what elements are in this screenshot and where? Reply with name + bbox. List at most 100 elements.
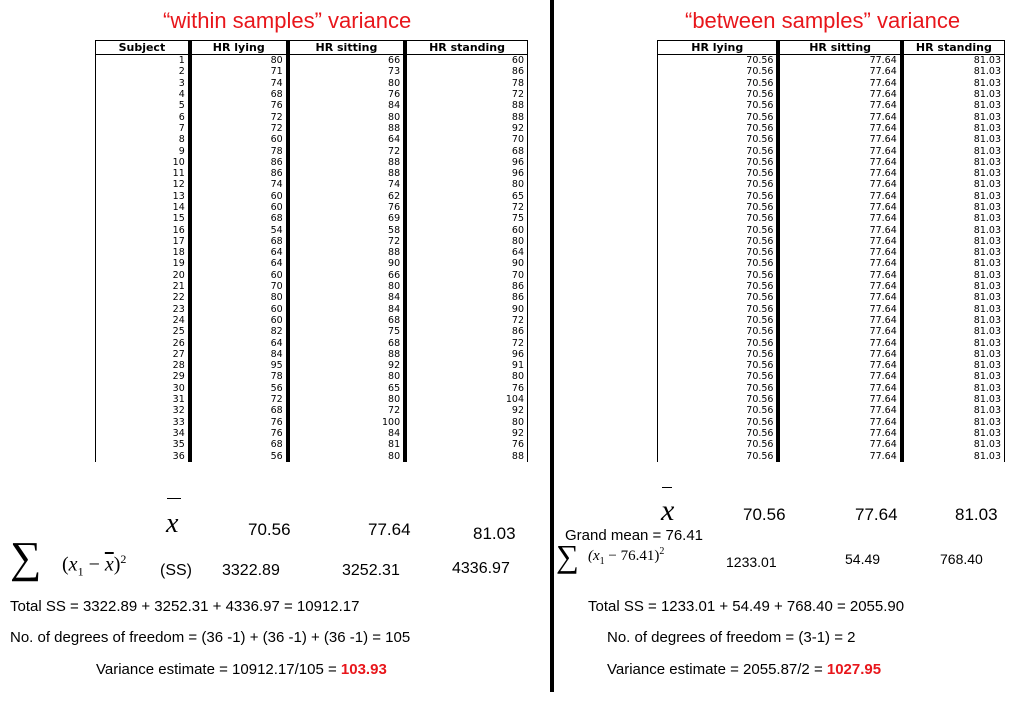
- cell-hr-standing: 72: [405, 88, 529, 101]
- cell-hr-sitting: 84: [287, 427, 408, 440]
- table-row: 70.56 77.64 81.03: [657, 88, 1005, 101]
- cell-hr-sitting: 72: [287, 405, 408, 417]
- cell-hr-lying: 71: [189, 66, 290, 78]
- table-row: 5 76 84 88: [94, 100, 529, 112]
- table-row: 70.56 77.64 81.03: [657, 167, 1005, 180]
- cell-hr-sitting: 77.64: [778, 382, 904, 394]
- cell-hr-lying: 72: [189, 393, 290, 406]
- between-samples-title: “between samples” variance: [685, 8, 961, 33]
- cell-subject: 14: [94, 201, 192, 214]
- within-data-table: Subject HR lying HR sitting HR standing …: [94, 40, 529, 462]
- table-row: 7 72 88 92: [94, 122, 529, 135]
- cell-hr-sitting: 88: [287, 156, 408, 168]
- cell-hr-standing: 70: [405, 134, 529, 146]
- cell-hr-sitting: 84: [287, 292, 408, 304]
- table-row: 70.56 77.64 81.03: [657, 235, 1005, 248]
- cell-hr-lying: 70.56: [657, 100, 781, 112]
- table-row: 6 72 80 88: [94, 111, 529, 123]
- table-row: 70.56 77.64 81.03: [657, 190, 1005, 202]
- cell-hr-standing: 81.03: [901, 54, 1005, 67]
- cell-hr-standing: 81.03: [901, 77, 1005, 89]
- cell-hr-standing: 70: [405, 269, 529, 281]
- table-row: 70.56 77.64 81.03: [657, 269, 1005, 281]
- table-row: 2 71 73 86: [94, 66, 529, 78]
- cell-hr-lying: 70.56: [657, 371, 781, 383]
- cell-hr-sitting: 77.64: [778, 66, 904, 78]
- cell-hr-sitting: 72: [287, 235, 408, 248]
- cell-hr-sitting: 77.64: [778, 213, 904, 225]
- cell-hr-sitting: 77.64: [778, 416, 904, 428]
- cell-hr-standing: 81.03: [901, 427, 1005, 440]
- cell-hr-standing: 81.03: [901, 179, 1005, 191]
- paren-close: ): [113, 553, 121, 576]
- cell-subject: 9: [94, 145, 192, 157]
- cell-hr-lying: 56: [189, 382, 290, 394]
- cell-subject: 25: [94, 326, 192, 338]
- cell-hr-standing: 86: [405, 292, 529, 304]
- cell-hr-standing: 72: [405, 337, 529, 349]
- between-ss-formula: (x1 − 76.41)2: [588, 546, 664, 567]
- cell-hr-standing: 92: [405, 405, 529, 417]
- cell-hr-standing: 81.03: [901, 201, 1005, 214]
- cell-hr-standing: 86: [405, 66, 529, 78]
- cell-hr-standing: 81.03: [901, 122, 1005, 135]
- cell-hr-sitting: 81: [287, 439, 408, 451]
- cell-hr-lying: 68: [189, 405, 290, 417]
- cell-hr-sitting: 77.64: [778, 314, 904, 327]
- cell-hr-sitting: 88: [287, 348, 408, 361]
- table-row: 70.56 77.64 81.03: [657, 179, 1005, 191]
- ss-hr-sitting: 54.49: [845, 551, 881, 567]
- cell-hr-sitting: 77.64: [778, 77, 904, 89]
- cell-hr-sitting: 88: [287, 167, 408, 180]
- cell-hr-lying: 70.56: [657, 393, 781, 406]
- cell-hr-lying: 70.56: [657, 179, 781, 191]
- table-row: 8 60 64 70: [94, 134, 529, 146]
- table-row: 70.56 77.64 81.03: [657, 156, 1005, 168]
- cell-hr-lying: 60: [189, 201, 290, 214]
- table-row: 13 60 62 65: [94, 190, 529, 202]
- cell-hr-standing: 92: [405, 427, 529, 440]
- header-hr-sitting: HR sitting: [778, 40, 904, 55]
- cell-hr-sitting: 77.64: [778, 393, 904, 406]
- cell-hr-standing: 81.03: [901, 337, 1005, 349]
- table-row: 22 80 84 86: [94, 292, 529, 304]
- cell-hr-sitting: 77.64: [778, 348, 904, 361]
- cell-hr-standing: 80: [405, 371, 529, 383]
- cell-subject: 11: [94, 167, 192, 180]
- cell-subject: 35: [94, 439, 192, 451]
- cell-hr-lying: 70.56: [657, 360, 781, 372]
- table-row: 70.56 77.64 81.03: [657, 292, 1005, 304]
- sigma-symbol: ∑: [556, 538, 579, 574]
- table-row: 70.56 77.64 81.03: [657, 122, 1005, 135]
- cell-hr-lying: 68: [189, 213, 290, 225]
- cell-hr-sitting: 77.64: [778, 337, 904, 349]
- formula-x: x: [68, 553, 78, 576]
- cell-subject: 21: [94, 280, 192, 293]
- ss-hr-standing: 4336.97: [452, 560, 510, 577]
- cell-hr-lying: 70.56: [657, 111, 781, 123]
- cell-hr-sitting: 80: [287, 393, 408, 406]
- cell-hr-sitting: 77.64: [778, 405, 904, 417]
- cell-hr-standing: 90: [405, 303, 529, 315]
- cell-hr-standing: 81.03: [901, 439, 1005, 451]
- cell-hr-lying: 70.56: [657, 382, 781, 394]
- cell-hr-lying: 70.56: [657, 190, 781, 202]
- cell-subject: 3: [94, 77, 192, 89]
- header-hr-standing: HR standing: [901, 40, 1005, 55]
- table-row: 3 74 80 78: [94, 77, 529, 89]
- cell-hr-sitting: 77.64: [778, 201, 904, 214]
- table-row: 70.56 77.64 81.03: [657, 348, 1005, 361]
- cell-hr-sitting: 80: [287, 450, 408, 462]
- cell-hr-sitting: 77.64: [778, 156, 904, 168]
- formula-subscript: 1: [77, 564, 84, 579]
- table-row: 70.56 77.64 81.03: [657, 201, 1005, 214]
- between-dof: No. of degrees of freedom = (3-1) = 2: [607, 629, 856, 646]
- table-row: 20 60 66 70: [94, 269, 529, 281]
- table-row: 70.56 77.64 81.03: [657, 371, 1005, 383]
- cell-hr-lying: 80: [189, 54, 290, 67]
- table-row: 31 72 80 104: [94, 393, 529, 406]
- cell-hr-lying: 74: [189, 77, 290, 89]
- cell-hr-sitting: 77.64: [778, 167, 904, 180]
- cell-hr-lying: 95: [189, 360, 290, 372]
- table-row: 70.56 77.64 81.03: [657, 382, 1005, 394]
